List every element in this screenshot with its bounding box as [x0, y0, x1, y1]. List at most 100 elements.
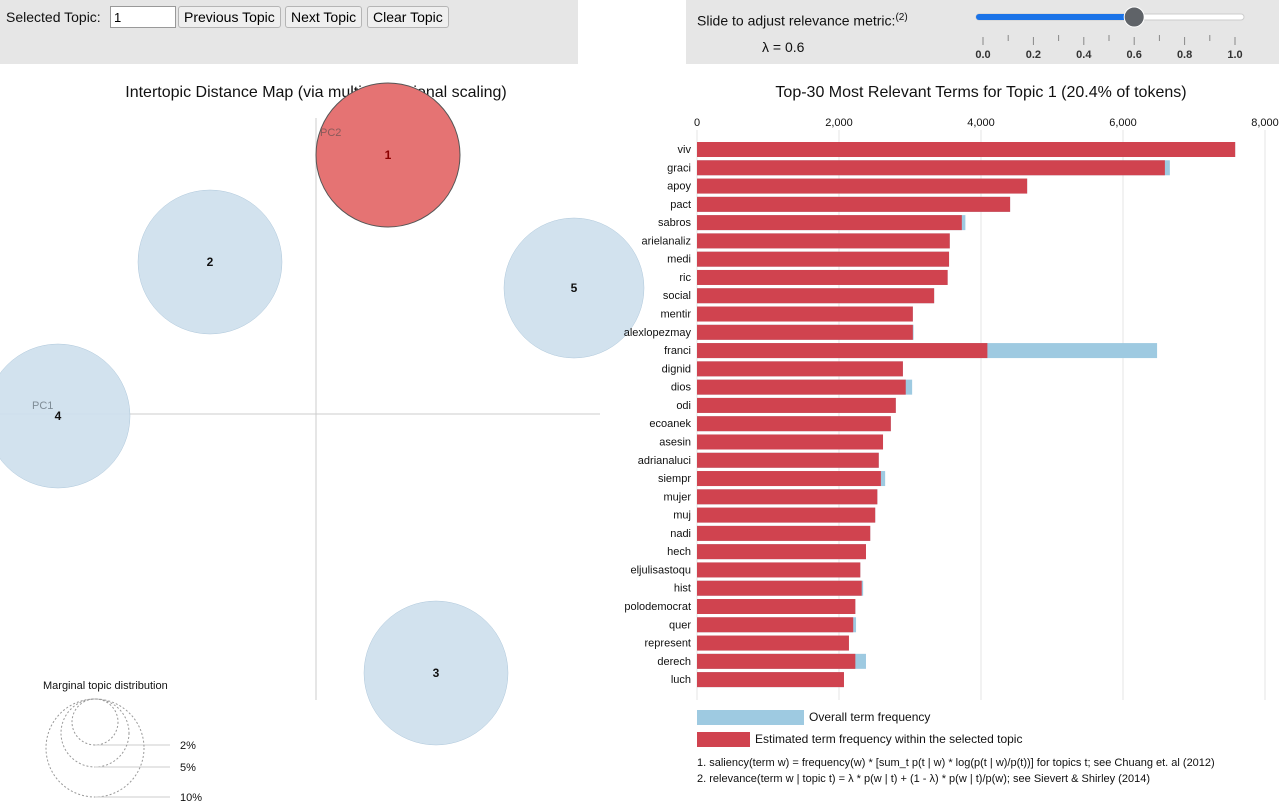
x-tick-label: 6,000: [1109, 117, 1137, 129]
topic-circle-3[interactable]: [363, 600, 509, 746]
term-label[interactable]: siempr: [658, 473, 691, 485]
footnote-relevance: 2. relevance(term w | topic t) = λ * p(w…: [697, 773, 1150, 785]
term-label[interactable]: adrianaluci: [638, 455, 691, 467]
bar-topic-represent[interactable]: [697, 635, 849, 651]
term-label[interactable]: dignid: [662, 363, 691, 375]
selected-topic-label: Selected Topic:: [6, 9, 101, 25]
bar-topic-nadi[interactable]: [697, 525, 871, 541]
term-label[interactable]: luch: [671, 674, 691, 686]
term-label[interactable]: graci: [667, 162, 691, 174]
bar-topic-derech[interactable]: [697, 653, 856, 669]
topic-circle-2[interactable]: [137, 189, 283, 335]
term-label[interactable]: eljulisastoqu: [630, 564, 691, 576]
legend-title: Marginal topic distribution: [43, 680, 168, 692]
term-label[interactable]: pact: [670, 199, 691, 211]
topic-label-5: 5: [571, 281, 578, 295]
bar-topic-alexlopezmay[interactable]: [697, 324, 913, 340]
bar-topic-dignid[interactable]: [697, 361, 903, 377]
bar-topic-pact[interactable]: [697, 196, 1011, 212]
pc2-label: PC2: [320, 127, 341, 139]
bar-topic-viv[interactable]: [697, 142, 1236, 157]
bar-topic-luch[interactable]: [697, 672, 844, 688]
legend-circle-2: [45, 698, 145, 798]
term-label[interactable]: polodemocrat: [624, 601, 691, 613]
bar-topic-apoy[interactable]: [697, 178, 1028, 194]
selected-topic-input[interactable]: [110, 6, 176, 28]
slider-label: Slide to adjust relevance metric:(2): [697, 12, 908, 29]
term-label[interactable]: ecoanek: [649, 418, 691, 430]
term-label[interactable]: ric: [679, 272, 691, 284]
term-label[interactable]: viv: [678, 144, 692, 156]
bar-topic-sabros[interactable]: [697, 215, 962, 231]
footnote-saliency: 1. saliency(term w) = frequency(w) * [su…: [697, 757, 1215, 769]
legend-size-label: 2%: [180, 740, 196, 752]
slider-footnote-ref: (2): [895, 12, 908, 23]
legend-circle-1: [60, 698, 130, 768]
term-label[interactable]: apoy: [667, 181, 691, 193]
term-label[interactable]: arielanaliz: [641, 235, 691, 247]
pc1-label: PC1: [32, 400, 53, 412]
topic-controls-panel: Selected Topic: Previous Topic Next Topi…: [0, 0, 578, 64]
term-label[interactable]: quer: [669, 619, 691, 631]
topic-circle-5[interactable]: [503, 217, 645, 359]
topic-label-1: 1: [385, 148, 392, 162]
term-label[interactable]: social: [663, 290, 691, 302]
bar-topic-eljulisastoqu[interactable]: [697, 562, 861, 578]
topic-label-4: 4: [55, 409, 62, 423]
term-label[interactable]: mujer: [663, 491, 691, 503]
bar-topic-mentir[interactable]: [697, 306, 913, 322]
topic-circle-1[interactable]: [315, 82, 461, 228]
bar-topic-quer[interactable]: [697, 617, 854, 633]
slider-thumb[interactable]: [1123, 6, 1145, 28]
bar-topic-adrianaluci[interactable]: [697, 452, 879, 468]
bar-topic-social[interactable]: [697, 288, 935, 304]
term-label[interactable]: mentir: [660, 309, 691, 321]
next-topic-button[interactable]: Next Topic: [285, 6, 363, 28]
slider-tick-label: 0.8: [1177, 49, 1192, 61]
slider-tick-label: 0.2: [1026, 49, 1041, 61]
bar-topic-franci[interactable]: [697, 343, 988, 359]
bar-topic-odi[interactable]: [697, 397, 896, 413]
term-label[interactable]: dios: [671, 382, 692, 394]
legend-label-1: Estimated term frequency within the sele…: [755, 732, 1022, 746]
term-label[interactable]: nadi: [670, 528, 691, 540]
term-label[interactable]: alexlopezmay: [624, 327, 692, 339]
topic-label-2: 2: [207, 255, 214, 269]
lambda-slider[interactable]: 0.0 0.2 0.4 0.6 0.8 1.0: [975, 6, 1245, 61]
legend-size-label: 5%: [180, 762, 196, 774]
bar-topic-muj[interactable]: [697, 507, 876, 523]
bar-topic-arielanaliz[interactable]: [697, 233, 950, 249]
bar-topic-ric[interactable]: [697, 269, 948, 285]
clear-topic-button[interactable]: Clear Topic: [367, 6, 449, 28]
topic-circle-4[interactable]: [0, 343, 131, 489]
bar-topic-hech[interactable]: [697, 544, 866, 560]
bar-topic-siempr[interactable]: [697, 471, 881, 487]
bar-topic-hist[interactable]: [697, 580, 862, 596]
bar-topic-polodemocrat[interactable]: [697, 599, 856, 614]
relevance-panel: Slide to adjust relevance metric:(2) λ =…: [686, 0, 1279, 64]
term-label[interactable]: represent: [645, 638, 691, 650]
term-label[interactable]: hech: [667, 546, 691, 558]
x-tick-label: 2,000: [825, 117, 853, 129]
term-label[interactable]: sabros: [658, 217, 692, 229]
legend-circle-0: [71, 698, 119, 746]
bar-topic-asesin[interactable]: [697, 434, 884, 450]
term-label[interactable]: derech: [657, 656, 691, 668]
term-label[interactable]: muj: [673, 510, 691, 522]
term-label[interactable]: odi: [676, 400, 691, 412]
bar-topic-medi[interactable]: [697, 251, 950, 267]
bar-topic-mujer[interactable]: [697, 489, 878, 505]
bar-chart-title: Top-30 Most Relevant Terms for Topic 1 (…: [775, 84, 1186, 101]
slider-tick-label: 0.6: [1127, 49, 1142, 61]
previous-topic-button[interactable]: Previous Topic: [178, 6, 281, 28]
bar-topic-graci[interactable]: [697, 160, 1165, 176]
term-label[interactable]: franci: [664, 345, 691, 357]
term-label[interactable]: asesin: [659, 436, 691, 448]
term-label[interactable]: hist: [674, 583, 691, 595]
slider-tick-label: 1.0: [1227, 49, 1242, 61]
term-label[interactable]: medi: [667, 254, 691, 266]
bar-topic-ecoanek[interactable]: [697, 416, 891, 432]
slider-tick-label: 0.0: [975, 49, 990, 61]
bar-topic-dios[interactable]: [697, 379, 906, 395]
map-title: Intertopic Distance Map (via multidimens…: [125, 84, 507, 101]
